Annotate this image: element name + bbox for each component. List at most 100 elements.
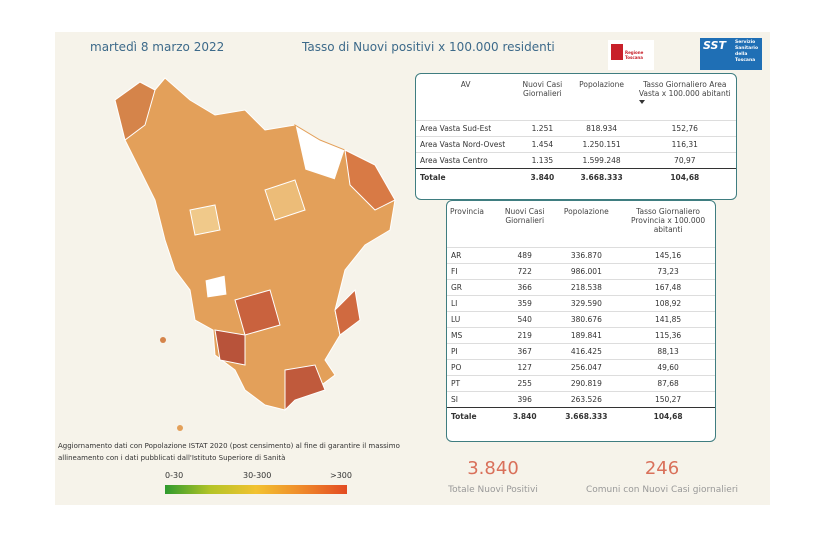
table-cell: GR	[447, 278, 498, 295]
table-cell: LI	[447, 294, 498, 311]
table-cell: LU	[447, 310, 498, 327]
column-header: Tasso Giornaliero Provincia x 100.000 ab…	[630, 207, 706, 234]
legend-label: >300	[330, 471, 352, 480]
table-cell: 359	[497, 294, 552, 311]
table-cell: 1.135	[515, 151, 570, 168]
title: Tasso di Nuovi positivi x 100.000 reside…	[302, 40, 555, 54]
map	[114, 77, 396, 431]
column-header: Provincia	[450, 207, 484, 216]
total-cell: 3.668.333	[569, 167, 634, 186]
table-cell: PT	[447, 374, 498, 391]
table-cell: 218.538	[551, 278, 622, 295]
total-row: Totale 3.840 3.668.333 104,68	[447, 406, 715, 425]
region	[284, 364, 326, 412]
column-header: AV	[460, 80, 471, 89]
table-cell: 396	[497, 390, 552, 407]
av-table-box: AV Nuovi Casi Giornalieri Popolazione Tasso…	[415, 73, 737, 200]
total-cell: Totale	[416, 167, 516, 186]
column-header: Nuovi Casi Giornalieri	[504, 207, 545, 225]
total-cell: 3.840	[515, 167, 570, 186]
column-header: Popolazione	[563, 207, 609, 216]
region	[214, 329, 246, 366]
table-cell: 489	[497, 246, 552, 263]
logo-text: Servizio Sanitario della Toscana	[735, 40, 759, 63]
total-cell: 3.668.333	[551, 406, 622, 425]
logo-sst: SST Servizio Sanitario della Toscana	[700, 38, 762, 70]
table-cell: 167,48	[621, 278, 715, 295]
column-header: Nuovi Casi Giornalieri	[522, 80, 563, 98]
note: Aggiornamento dati con Popolazione ISTAT…	[58, 442, 400, 462]
table-row: AR 489 336.870 145,16	[447, 246, 715, 263]
table-cell: 380.676	[551, 310, 622, 327]
island	[177, 425, 183, 431]
table-cell: 256.047	[551, 358, 622, 375]
region	[264, 179, 306, 221]
region	[114, 81, 156, 141]
table-cell: 115,36	[621, 326, 715, 343]
kpi-value: 3.840	[467, 458, 519, 479]
region	[189, 204, 221, 236]
table-cell: AR	[447, 246, 498, 263]
total-cell: 3.840	[497, 406, 552, 425]
table-row: GR 366 218.538 167,48	[447, 278, 715, 295]
region	[204, 274, 228, 299]
total-cell: 104,68	[633, 167, 736, 186]
table-row: LI 359 329.590 108,92	[447, 294, 715, 311]
table-row: SI 396 263.526 150,27	[447, 390, 715, 407]
region	[334, 288, 361, 336]
table-cell: 366	[497, 278, 552, 295]
kpi-label: Comuni con Nuovi Casi giornalieri	[585, 485, 739, 495]
table-cell: 189.841	[551, 326, 622, 343]
table-row: PO 127 256.047 49,60	[447, 358, 715, 375]
sort-icon	[638, 100, 645, 104]
date: martedì 8 marzo 2022	[90, 40, 225, 54]
province-table-box: Provincia Nuovi Casi Giornalieri Popolazio…	[446, 200, 716, 442]
table-cell: MS	[447, 326, 498, 343]
table-cell: 540	[497, 310, 552, 327]
table-cell: 150,27	[621, 390, 715, 407]
table-cell: 722	[497, 262, 552, 279]
table-cell: 152,76	[633, 119, 736, 136]
table-cell: FI	[447, 262, 498, 279]
kpi-label: Totale Nuovi Positivi	[448, 485, 538, 495]
column-header: Tasso Giornaliero Area Vasta x 100.000 a…	[634, 74, 736, 120]
total-row: Totale 3.840 3.668.333 104,68	[416, 167, 736, 186]
av-table: AV Nuovi Casi Giornalieri Popolazione Tasso…	[416, 74, 736, 186]
table-cell: 219	[497, 326, 552, 343]
table-row: MS 219 189.841 115,36	[447, 326, 715, 343]
header-row: AV Nuovi Casi Giornalieri Popolazione Tasso…	[416, 74, 736, 120]
table-cell: 818.934	[569, 119, 634, 136]
table-row: Area Vasta Centro 1.135 1.599.248 70,97	[416, 151, 736, 168]
logo-regione: Regione Toscana	[608, 40, 654, 70]
table-cell: 367	[497, 342, 552, 359]
legend-gradient	[165, 485, 347, 494]
total-cell: Totale	[447, 406, 498, 425]
table-cell: 1.250.151	[569, 135, 634, 152]
kpi-value: 246	[644, 458, 680, 479]
logo-text: Regione Toscana	[625, 50, 644, 60]
table-cell: 263.526	[551, 390, 622, 407]
region	[294, 123, 346, 181]
table-row: LU 540 380.676 141,85	[447, 310, 715, 327]
table-row: Area Vasta Sud-Est 1.251 818.934 152,76	[416, 119, 736, 136]
region	[344, 149, 396, 211]
table-cell: 145,16	[621, 246, 715, 263]
table-row: PI 367 416.425 88,13	[447, 342, 715, 359]
table-row: Area Vasta Nord-Ovest 1.454 1.250.151 116,3…	[416, 135, 736, 152]
table-cell: 1.251	[515, 119, 570, 136]
table-cell: 73,23	[621, 262, 715, 279]
province-table: Provincia Nuovi Casi Giornalieri Popolazio…	[447, 201, 715, 425]
table-cell: 70,97	[633, 151, 736, 168]
table-cell: PI	[447, 342, 498, 359]
table-cell: 290.819	[551, 374, 622, 391]
legend-label: 30-300	[243, 471, 272, 480]
legend-label: 0-30	[165, 471, 184, 480]
table-cell: 1.599.248	[569, 151, 634, 168]
table-cell: Area Vasta Nord-Ovest	[416, 135, 516, 152]
table-cell: 108,92	[621, 294, 715, 311]
logo-text: SST	[703, 39, 726, 52]
table-cell: 329.590	[551, 294, 622, 311]
header-row: Provincia Nuovi Casi Giornalieri Popolazio…	[447, 201, 715, 247]
table-cell: 49,60	[621, 358, 715, 375]
